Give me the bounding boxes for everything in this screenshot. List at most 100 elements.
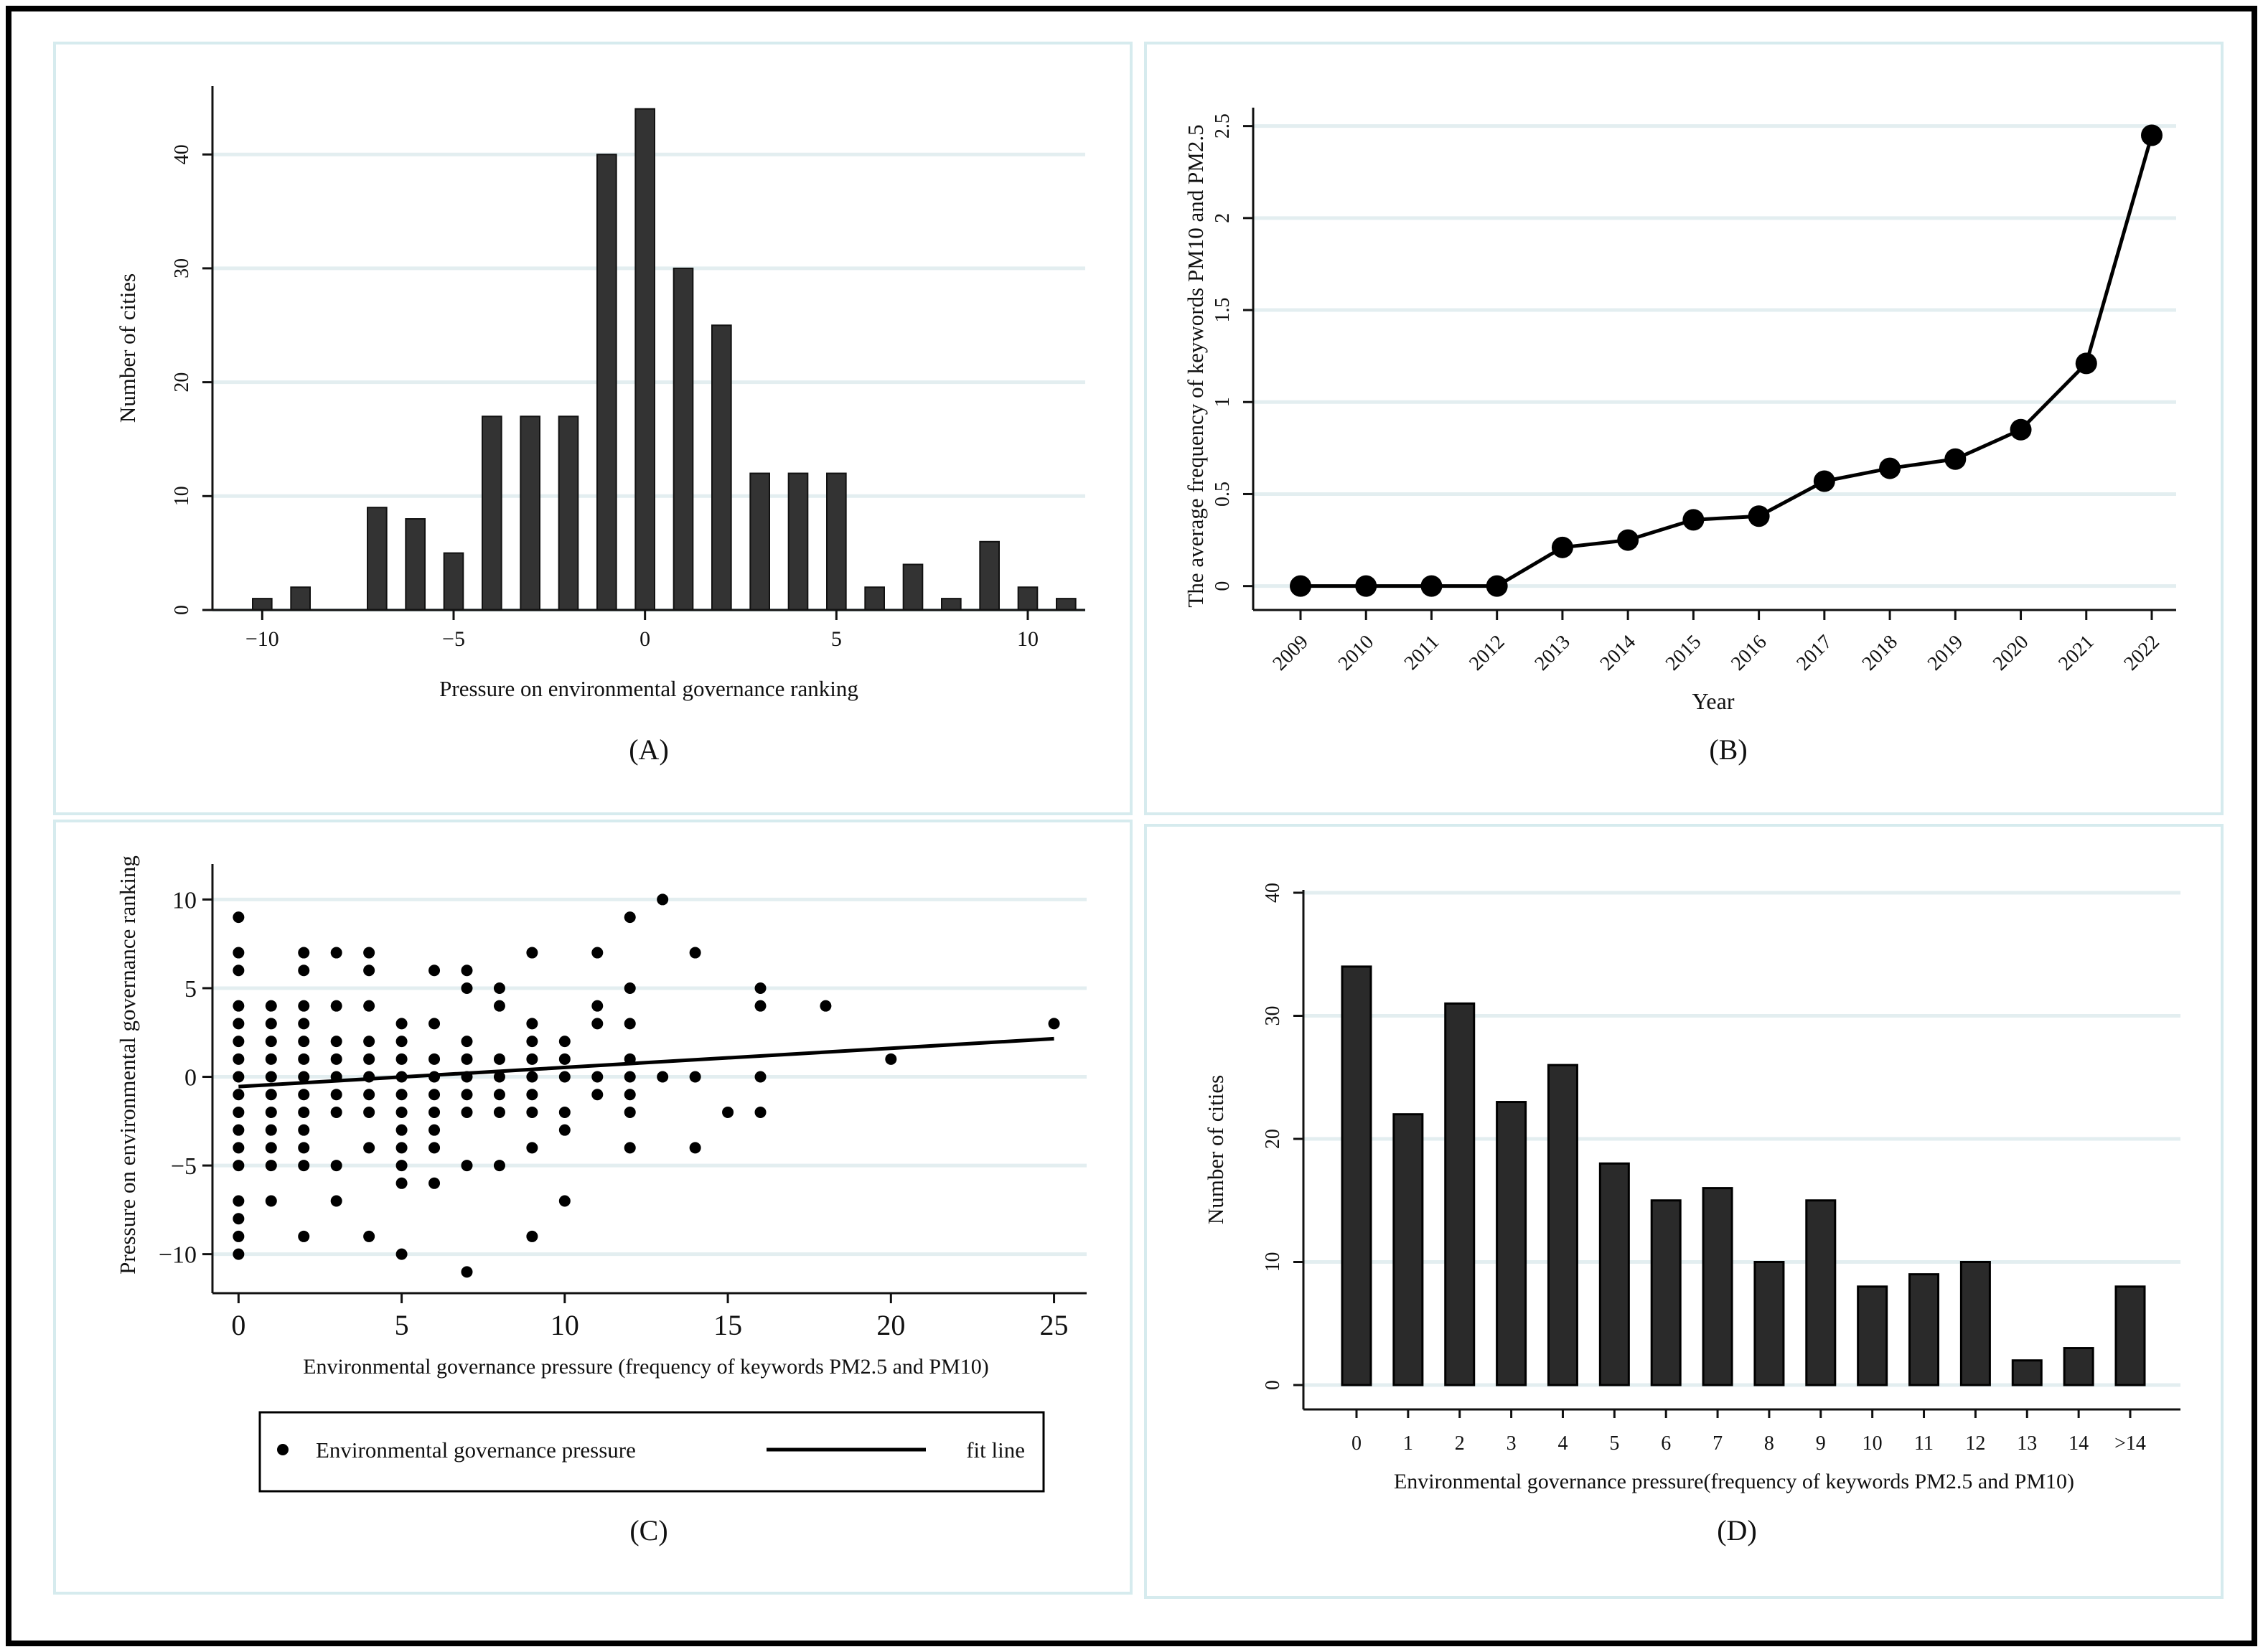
scatter-point bbox=[233, 1195, 245, 1207]
bar bbox=[596, 154, 617, 611]
bar bbox=[1598, 1162, 1630, 1386]
scatter-point bbox=[558, 1053, 571, 1065]
data-point bbox=[1748, 505, 1770, 527]
scatter-point bbox=[233, 1053, 245, 1065]
scatter-point bbox=[624, 1018, 636, 1030]
scatter-point bbox=[754, 982, 767, 994]
scatter-point bbox=[526, 1071, 538, 1083]
x-tick-label: 9 bbox=[1816, 1432, 1826, 1455]
scatter-point bbox=[493, 982, 505, 994]
y-tick-label: −5 bbox=[171, 1153, 197, 1180]
scatter-point bbox=[689, 1071, 701, 1083]
scatter-point bbox=[461, 1160, 473, 1172]
bar bbox=[787, 472, 809, 611]
bar bbox=[826, 472, 847, 611]
y-axis-title: Pressure on environmental governance ran… bbox=[115, 855, 140, 1275]
y-tick-label: 5 bbox=[184, 976, 197, 1003]
scatter-point bbox=[526, 1089, 538, 1101]
scatter-point bbox=[265, 1142, 277, 1154]
x-tick-label: 6 bbox=[1661, 1432, 1671, 1455]
scatter-point bbox=[233, 1089, 245, 1101]
panel-label-d: (D) bbox=[1717, 1514, 1757, 1547]
x-tick-label: 0 bbox=[231, 1309, 245, 1341]
data-point bbox=[2075, 352, 2097, 375]
scatter-point bbox=[526, 1018, 538, 1030]
scatter-point bbox=[233, 911, 245, 924]
bar bbox=[2063, 1347, 2094, 1386]
fit-line bbox=[238, 1036, 1054, 1089]
scatter-point bbox=[233, 1036, 245, 1048]
bar bbox=[1056, 598, 1077, 611]
scatter-point bbox=[558, 1071, 571, 1083]
x-tick-label: 4 bbox=[1557, 1432, 1568, 1455]
x-tick-label: 0 bbox=[1351, 1432, 1362, 1455]
scatter-point bbox=[395, 1089, 408, 1101]
panel-b-box bbox=[1144, 42, 2224, 815]
data-point bbox=[1813, 470, 1835, 492]
bar bbox=[979, 540, 1001, 611]
x-tick-label: −5 bbox=[442, 627, 465, 651]
scatter-point bbox=[363, 1142, 375, 1154]
scatter-point bbox=[493, 1160, 505, 1172]
y-tick-label: 0 bbox=[1262, 1380, 1284, 1390]
scatter-point bbox=[461, 982, 473, 994]
scatter-point bbox=[330, 1195, 342, 1207]
scatter-point bbox=[428, 1124, 441, 1136]
scatter-point bbox=[233, 1124, 245, 1136]
scatter-point bbox=[265, 1160, 277, 1172]
scatter-point bbox=[591, 1000, 604, 1012]
scatter-point bbox=[395, 1053, 408, 1065]
scatter-point bbox=[330, 1089, 342, 1101]
scatter-point bbox=[657, 1071, 669, 1083]
bar bbox=[749, 472, 771, 611]
x-tick-label: 7 bbox=[1713, 1432, 1723, 1455]
bar bbox=[1702, 1187, 1733, 1386]
data-point bbox=[1879, 457, 1901, 479]
scatter-point bbox=[395, 1124, 408, 1136]
scatter-point bbox=[591, 1018, 604, 1030]
scatter-point bbox=[233, 1018, 245, 1030]
x-tick-label: 12 bbox=[1965, 1432, 1985, 1455]
scatter-point bbox=[298, 965, 310, 977]
y-tick-label: 40 bbox=[171, 144, 193, 164]
scatter-point bbox=[330, 1160, 342, 1172]
y-tick-label: 0 bbox=[184, 1064, 197, 1091]
scatter-point bbox=[395, 1248, 408, 1260]
scatter-point bbox=[624, 1106, 636, 1118]
scatter-point bbox=[558, 1036, 571, 1048]
scatter-point bbox=[428, 1089, 441, 1101]
scatter-point bbox=[363, 1053, 375, 1065]
panel-label-a: (A) bbox=[629, 733, 669, 766]
scatter-point bbox=[591, 1089, 604, 1101]
x-tick-label: 15 bbox=[713, 1309, 742, 1341]
x-tick-label: 3 bbox=[1507, 1432, 1517, 1455]
panel-c-scatter-plot: −10 −5 0 5 10 0 5 10 15 20 25 Environmental governa… bbox=[115, 855, 1087, 1547]
scatter-point bbox=[233, 1142, 245, 1154]
data-point bbox=[1617, 529, 1639, 551]
y-tick-label: 20 bbox=[171, 372, 193, 393]
scatter-point bbox=[428, 1053, 441, 1065]
x-tick-label: 1 bbox=[1403, 1432, 1413, 1455]
bar bbox=[1908, 1273, 1940, 1386]
scatter-point bbox=[265, 1071, 277, 1083]
data-point bbox=[1551, 536, 1573, 558]
scatter-point bbox=[233, 1213, 245, 1225]
scatter-point bbox=[298, 1106, 310, 1118]
bar bbox=[367, 507, 388, 611]
scatter-point bbox=[395, 1018, 408, 1030]
y-tick-label: 40 bbox=[1262, 883, 1284, 903]
scatter-point bbox=[1048, 1018, 1060, 1030]
scatter-point bbox=[363, 1230, 375, 1242]
scatter-point bbox=[363, 1036, 375, 1048]
scatter-point bbox=[233, 1160, 245, 1172]
scatter-point bbox=[298, 1000, 310, 1012]
y-tick-label: 2.5 bbox=[1212, 113, 1234, 139]
scatter-point bbox=[395, 1177, 408, 1189]
bar bbox=[405, 518, 426, 611]
data-point bbox=[2010, 418, 2032, 441]
scatter-point bbox=[461, 1036, 473, 1048]
scatter-point bbox=[363, 947, 375, 959]
x-tick-label: >14 bbox=[2114, 1432, 2146, 1455]
y-tick-label: 20 bbox=[1262, 1129, 1284, 1149]
